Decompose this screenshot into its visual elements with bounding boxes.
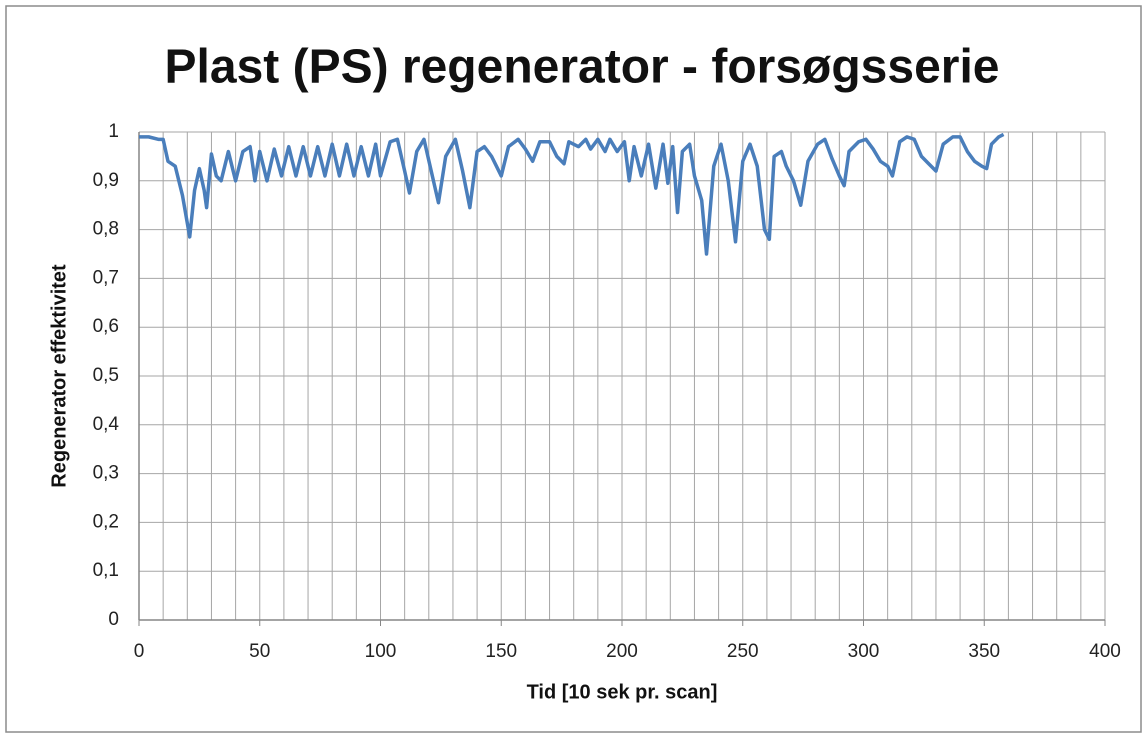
x-tick-label: 200: [606, 641, 638, 662]
x-tick-label: 100: [365, 641, 397, 662]
y-tick-label: 0: [108, 609, 119, 630]
y-tick-label: 1: [108, 121, 119, 142]
x-tick-label: 300: [848, 641, 880, 662]
y-tick-label: 0,9: [93, 170, 119, 191]
chart-title: Plast (PS) regenerator - forsøgsserie: [165, 41, 1000, 94]
y-tick-label: 0,2: [93, 511, 119, 532]
y-tick-label: 0,1: [93, 560, 119, 581]
data-line: [139, 132, 1005, 256]
x-axis-label: Tid [10 sek pr. scan]: [527, 681, 718, 703]
y-tick-label: 0,6: [93, 316, 119, 337]
y-tick-label: 0,8: [93, 219, 119, 240]
x-tick-label: 50: [249, 641, 270, 662]
x-tick-label: 350: [968, 641, 1000, 662]
y-tick-label: 0,7: [93, 267, 119, 288]
y-tick-label: 0,3: [93, 463, 119, 484]
x-tick-label: 400: [1089, 641, 1121, 662]
x-tick-label: 150: [485, 641, 517, 662]
y-tick-label: 0,4: [93, 414, 120, 435]
x-tick-label: 0: [134, 641, 145, 662]
x-tick-label: 250: [727, 641, 759, 662]
y-tick-label: 0,5: [93, 365, 119, 386]
y-axis-label: Regenerator effektivitet: [48, 264, 70, 488]
